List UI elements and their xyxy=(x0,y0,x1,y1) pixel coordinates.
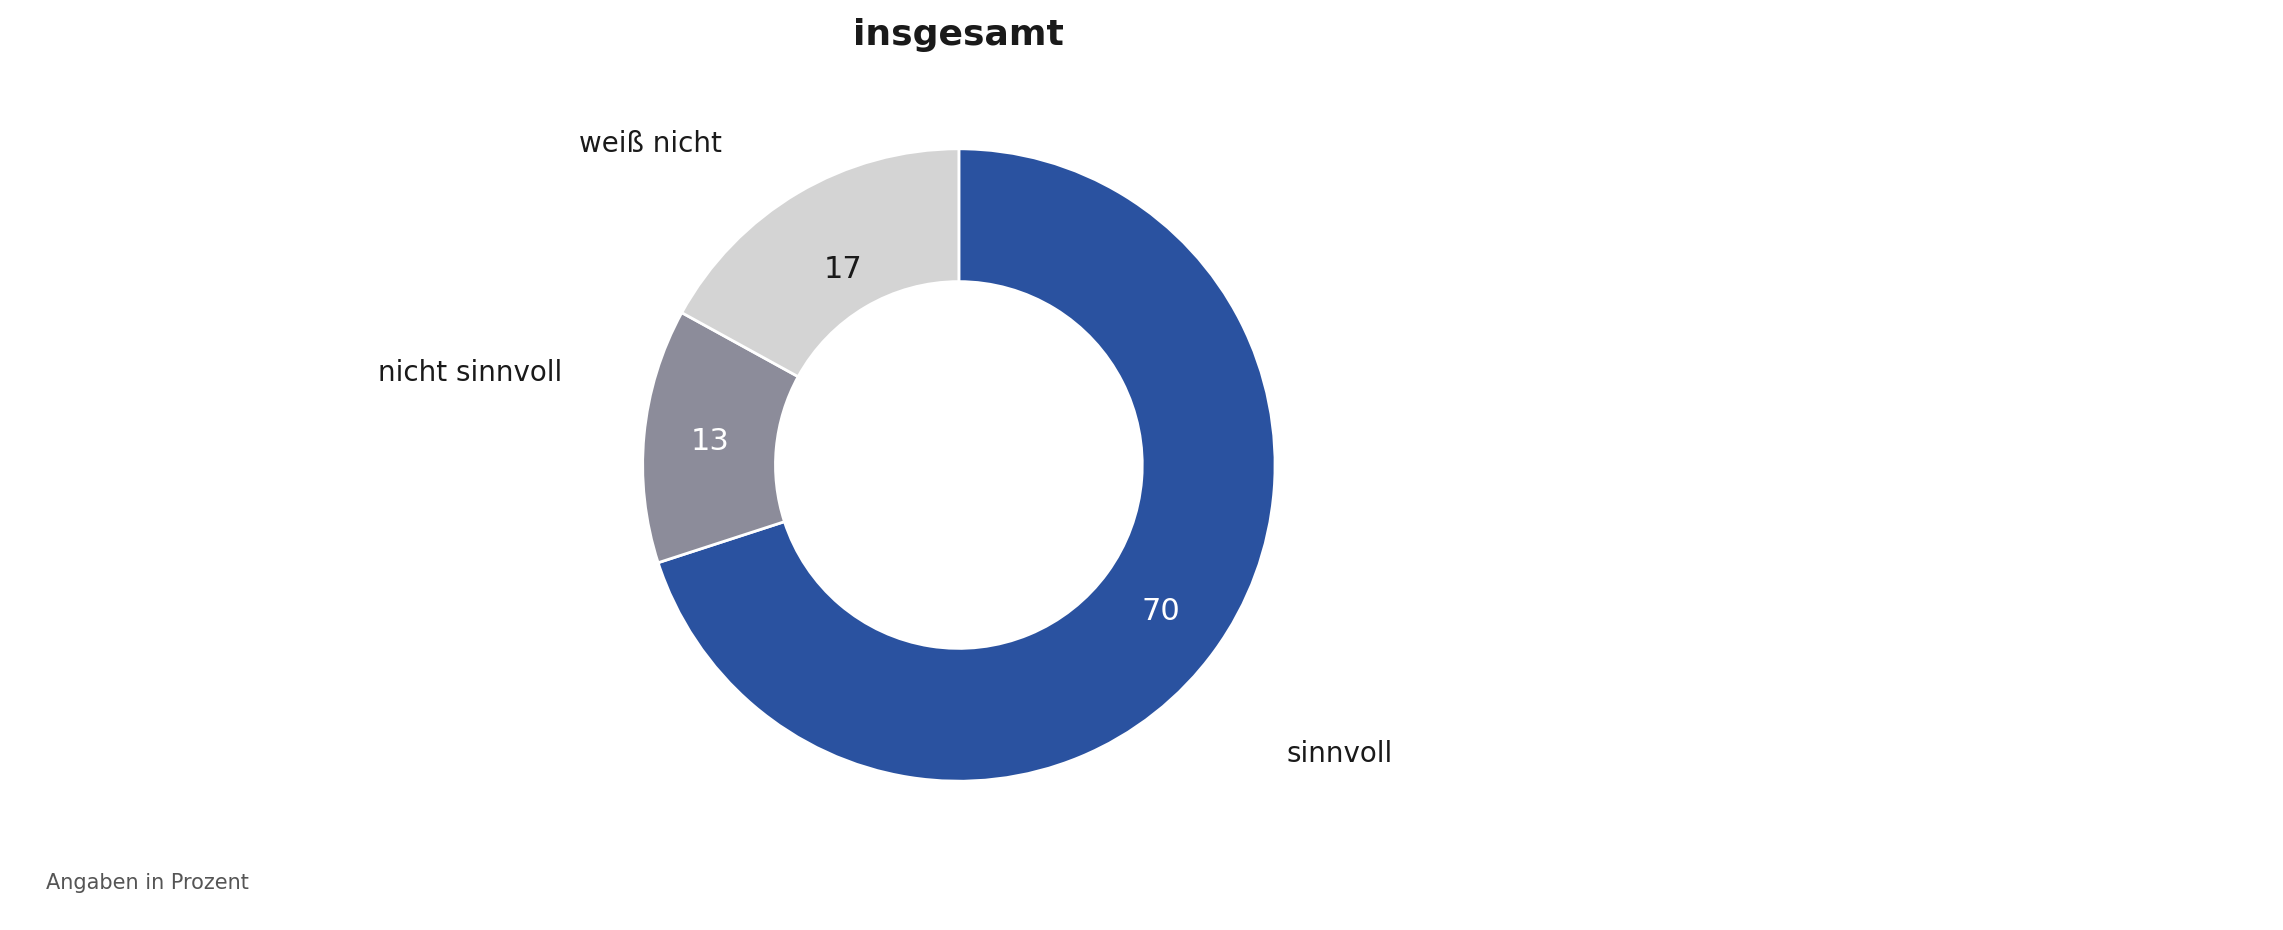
Text: 13: 13 xyxy=(692,427,731,456)
Wedge shape xyxy=(658,149,1276,781)
Text: nicht sinnvoll: nicht sinnvoll xyxy=(379,359,562,387)
Wedge shape xyxy=(683,149,959,377)
Text: weiß nicht: weiß nicht xyxy=(578,130,721,158)
Text: Angaben in Prozent: Angaben in Prozent xyxy=(46,872,249,893)
Text: 17: 17 xyxy=(824,255,863,284)
Text: sinnvoll: sinnvoll xyxy=(1285,740,1393,768)
Wedge shape xyxy=(642,312,799,563)
Title: insgesamt: insgesamt xyxy=(854,18,1064,52)
Text: 70: 70 xyxy=(1142,597,1180,626)
